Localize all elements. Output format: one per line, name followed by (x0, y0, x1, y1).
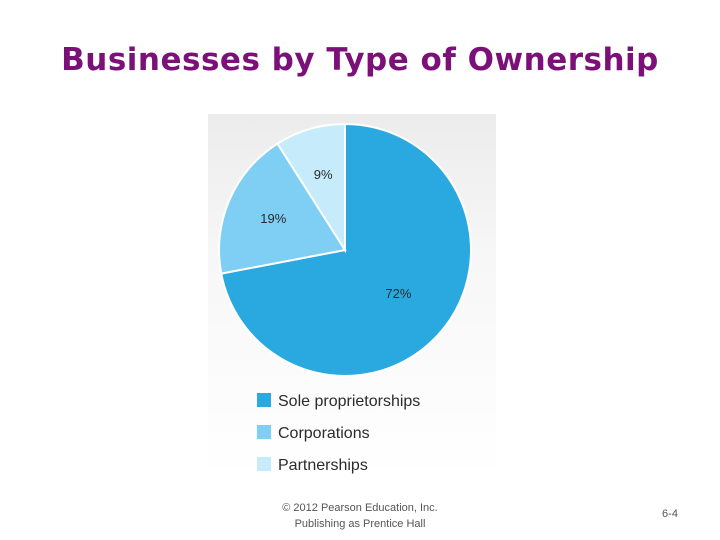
legend-swatch-sole-proprietorships (257, 393, 271, 407)
legend-label-sole-proprietorships: Sole proprietorships (278, 393, 420, 410)
footer-line-1: © 2012 Pearson Education, Inc. (282, 502, 438, 514)
pie-labels: 72% 19% 9% (260, 167, 412, 301)
legend-label-partnerships: Partnerships (278, 457, 368, 474)
pie-slices (218, 122, 472, 377)
legend-label-corporations: Corporations (278, 425, 370, 442)
pie-slice-corporations (218, 142, 347, 275)
legend-swatch-corporations (257, 425, 271, 439)
copyright-footer: © 2012 Pearson Education, Inc. Publishin… (210, 500, 510, 532)
footer-line-2: Publishing as Prentice Hall (294, 518, 426, 530)
slice-label-sole-proprietorships: 72% (385, 286, 411, 301)
chart-legend: Sole proprietorships Corporations Partners… (257, 393, 420, 474)
pie-slice-partnerships (276, 122, 346, 254)
pie-chart: 72% 19% 9% Sole proprietorships Corporation… (218, 122, 472, 474)
slice-label-partnerships: 9% (314, 167, 333, 182)
page-number: 6-4 (662, 508, 678, 520)
legend-swatch-partnerships (257, 457, 271, 471)
slide-title: Businesses by Type of Ownership (61, 42, 659, 78)
slice-label-corporations: 19% (260, 211, 286, 226)
